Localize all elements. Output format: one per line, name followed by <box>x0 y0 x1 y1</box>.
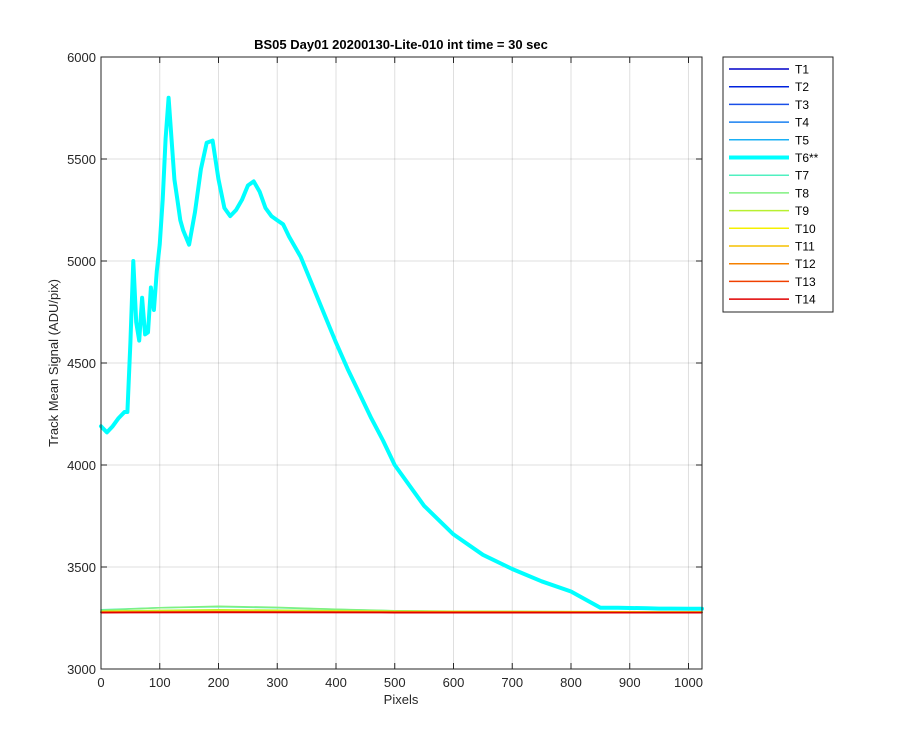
x-tick-label: 300 <box>266 675 288 690</box>
x-tick-label: 800 <box>560 675 582 690</box>
legend-label-t3: T3 <box>795 98 809 112</box>
y-tick-labels: 3000 3500 4000 4500 5000 5500 6000 <box>67 50 96 677</box>
series-line-t6 <box>99 95 704 611</box>
legend-label-t6: T6** <box>795 151 819 165</box>
x-tick-label: 900 <box>619 675 641 690</box>
y-tick-label: 5000 <box>67 254 96 269</box>
y-axis-label: Track Mean Signal (ADU/pix) <box>46 279 61 447</box>
y-tick-label: 4000 <box>67 458 96 473</box>
x-tick-label: 200 <box>208 675 230 690</box>
legend-label-t2: T2 <box>795 80 809 94</box>
legend-label-t11: T11 <box>795 240 815 254</box>
y-tick-label: 4500 <box>67 356 96 371</box>
chart-title: BS05 Day01 20200130-Lite-010 int time = … <box>254 37 548 52</box>
legend-label-t8: T8 <box>795 186 809 200</box>
legend-label-t7: T7 <box>795 169 809 183</box>
x-axis-label: Pixels <box>384 692 419 707</box>
legend: T1 T2 T3 T4 T5 T6** T7 T8 T9 T10 T11 T12 T13 T14 <box>722 56 834 313</box>
y-tick-label: 5500 <box>67 152 96 167</box>
legend-box <box>722 56 834 313</box>
x-tick-label: 1000 <box>674 675 703 690</box>
x-tick-label: 600 <box>443 675 465 690</box>
grid-lines <box>101 57 702 669</box>
legend-label-t4: T4 <box>795 116 809 130</box>
series-lines <box>99 95 704 614</box>
legend-label-t13: T13 <box>795 275 816 289</box>
legend-label-t14: T14 <box>795 293 816 307</box>
axis-ticks <box>100 56 702 670</box>
legend-label-t12: T12 <box>795 257 816 271</box>
legend-label-t1: T1 <box>795 63 809 77</box>
y-tick-label: 6000 <box>67 50 96 65</box>
y-tick-label: 3500 <box>67 560 96 575</box>
x-tick-label: 0 <box>97 675 104 690</box>
y-tick-label: 3000 <box>67 662 96 677</box>
legend-label-t5: T5 <box>795 133 809 147</box>
legend-label-t10: T10 <box>795 222 816 236</box>
x-tick-label: 500 <box>384 675 406 690</box>
x-tick-labels: 0 100 200 300 400 500 600 700 800 900 1000 <box>97 675 703 690</box>
legend-label-t9: T9 <box>795 204 809 218</box>
x-tick-label: 700 <box>501 675 523 690</box>
x-tick-label: 100 <box>149 675 171 690</box>
x-tick-label: 400 <box>325 675 347 690</box>
